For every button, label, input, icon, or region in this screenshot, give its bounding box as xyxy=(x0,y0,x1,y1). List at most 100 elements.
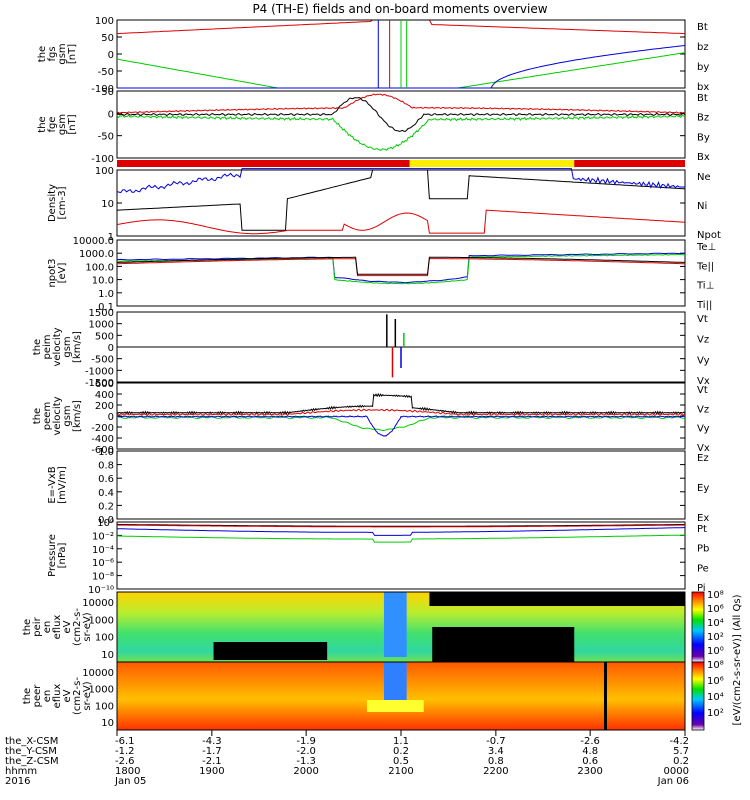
y-tick-label: 10.0 xyxy=(92,276,114,287)
y-axis-label: E=-VxB xyxy=(47,466,58,503)
y-tick-label: 0 xyxy=(108,50,114,61)
y-axis-label: npot3 xyxy=(47,258,58,287)
y-tick-label: 10⁻⁴ xyxy=(92,545,114,556)
y-tick-label: 10 xyxy=(101,718,114,729)
legend-npot: Npot xyxy=(697,230,721,241)
panel-1: 100 50 0 -50 -100 the fgs gsm [nT] Bt bz by bx xyxy=(37,16,709,95)
x-row-value: 1800 xyxy=(115,766,140,777)
legend-pe: Pe xyxy=(697,563,709,574)
x-row-label: hhmm xyxy=(5,766,37,777)
y-tick-label: -50 xyxy=(98,132,114,143)
series-bz xyxy=(116,93,686,114)
y-tick-label: -200 xyxy=(91,423,114,434)
y-tick-label: 0.4 xyxy=(98,488,114,499)
y-axis-label: [nT] xyxy=(67,114,78,134)
y-tick-label: 0.8 xyxy=(98,461,114,472)
y-axis-label: sr-eV) xyxy=(82,612,93,641)
panel-frame xyxy=(116,521,686,590)
y-axis-label: (cm2-s- xyxy=(72,677,83,715)
legend-vt: Vt xyxy=(697,314,708,325)
x-row-value: -1.9 xyxy=(296,736,316,747)
y-tick-label: 1000 xyxy=(89,685,114,696)
y-tick-label: 1000.0 xyxy=(79,249,114,260)
y-tick-label: 1.0 xyxy=(98,447,114,458)
colorbar-tick: 10⁴ xyxy=(707,618,724,629)
panel-frame xyxy=(116,90,686,159)
x-row-value: 3.4 xyxy=(488,746,504,757)
x-row-value: 0.2 xyxy=(673,756,689,767)
y-axis-label: sr-eV) xyxy=(82,681,93,710)
panel-9: 10⁰ 10⁻² 10⁻⁴ 10⁻⁶ 10⁻⁸ 10⁻¹⁰ Pressure [nPa] Pt P… xyxy=(47,518,709,596)
y-tick-label: 10⁻² xyxy=(92,531,114,542)
colorbar-label: [eV/(cm2-s-sr-eV)] (All Qs) xyxy=(732,594,743,725)
y-tick-label: 1 xyxy=(108,232,114,243)
legend-ni: Ni xyxy=(697,201,707,212)
x-row-label: the_Z-CSM xyxy=(5,756,59,767)
series-by xyxy=(116,114,686,151)
y-tick-label: 50 xyxy=(101,33,114,44)
y-tick-label: -400 xyxy=(91,434,114,445)
series-ti-perp xyxy=(116,252,686,284)
x-row-label: the_Y-CSM xyxy=(5,746,57,757)
series-vz xyxy=(116,408,686,416)
legend-ex: Ex xyxy=(697,513,709,524)
y-axis-label: eV xyxy=(62,620,73,633)
y-tick-label: 100 xyxy=(95,166,114,177)
y-axis-label: [mV/m] xyxy=(57,466,68,504)
y-axis-label: the xyxy=(22,688,33,704)
x-row-value: Jan 05 xyxy=(114,776,146,787)
x-row-value: -4.3 xyxy=(202,736,222,747)
x-row-value: 0.2 xyxy=(393,746,409,757)
x-row-label: 2016 xyxy=(5,776,30,787)
x-row-value: 2100 xyxy=(388,766,413,777)
series-pt xyxy=(116,523,686,527)
legend-ti⊥: Ti⊥ xyxy=(696,281,714,292)
y-axis-label: gsm xyxy=(62,336,73,357)
legend-pi: Pi xyxy=(697,583,706,594)
legend-ez: Ez xyxy=(697,453,709,464)
panel-frame xyxy=(116,239,686,307)
colorbar-tick: 10⁶ xyxy=(707,676,724,687)
legend-vz: Vz xyxy=(697,404,709,415)
x-row-value: -1.2 xyxy=(115,746,135,757)
legend-bx: Bx xyxy=(697,152,710,163)
y-tick-label: 1.0 xyxy=(98,289,114,300)
series-pi xyxy=(117,527,685,536)
panel-2: 50 0 -50 -100 the fge gsm [nT] Bt Bz By Bx xyxy=(37,87,710,165)
ion-spectrogram-void xyxy=(213,642,328,660)
y-axis-label: [nPa] xyxy=(57,542,68,568)
y-tick-label: 0.1 xyxy=(98,302,114,313)
y-tick-label: 1000 xyxy=(89,320,114,331)
series-npot xyxy=(116,168,686,194)
y-axis-label: the xyxy=(37,116,48,132)
colorbar-tick: 10⁶ xyxy=(707,604,724,615)
y-tick-label: -600 xyxy=(91,445,114,456)
legend-vy: Vy xyxy=(697,424,710,435)
electron-spectrogram-band xyxy=(383,662,407,700)
y-axis-label: the xyxy=(37,46,48,62)
x-row-value: -2.6 xyxy=(115,756,135,767)
legend-vy: Vy xyxy=(697,355,710,366)
ion-spectrogram-band xyxy=(383,592,407,657)
y-tick-label: 10⁻⁸ xyxy=(92,572,114,583)
x-row-value: 0.6 xyxy=(582,756,598,767)
y-axis-label: eV xyxy=(62,689,73,702)
legend-by: By xyxy=(697,132,710,143)
legend-pt: Pt xyxy=(697,524,707,535)
y-tick-label: -1000 xyxy=(85,366,114,377)
series-vx xyxy=(116,415,685,437)
y-axis-label: fge xyxy=(47,116,58,132)
x-row-value: -1.3 xyxy=(296,756,316,767)
y-tick-label: 400 xyxy=(95,390,114,401)
y-tick-label: -500 xyxy=(91,355,114,366)
panel-4: 100 10 1 Density [cm-3] Ne Ni Npot xyxy=(47,166,721,243)
legend-vt: Vt xyxy=(697,385,708,396)
y-axis-label: velocity xyxy=(52,396,63,435)
legend-bx: bx xyxy=(697,82,709,93)
x-axis-table: the_X-CSM -6.1 -4.3 -1.9 1.1 -0.7 -2.6 -4.2 the_… xyxy=(5,730,689,787)
y-axis-label: gsm xyxy=(57,114,68,135)
panel-8: 1.0 0.8 0.6 0.4 0.2 0.0 E=-VxB [mV/m] Ez Ey Ex xyxy=(47,447,709,526)
legend-ne: Ne xyxy=(697,172,711,183)
